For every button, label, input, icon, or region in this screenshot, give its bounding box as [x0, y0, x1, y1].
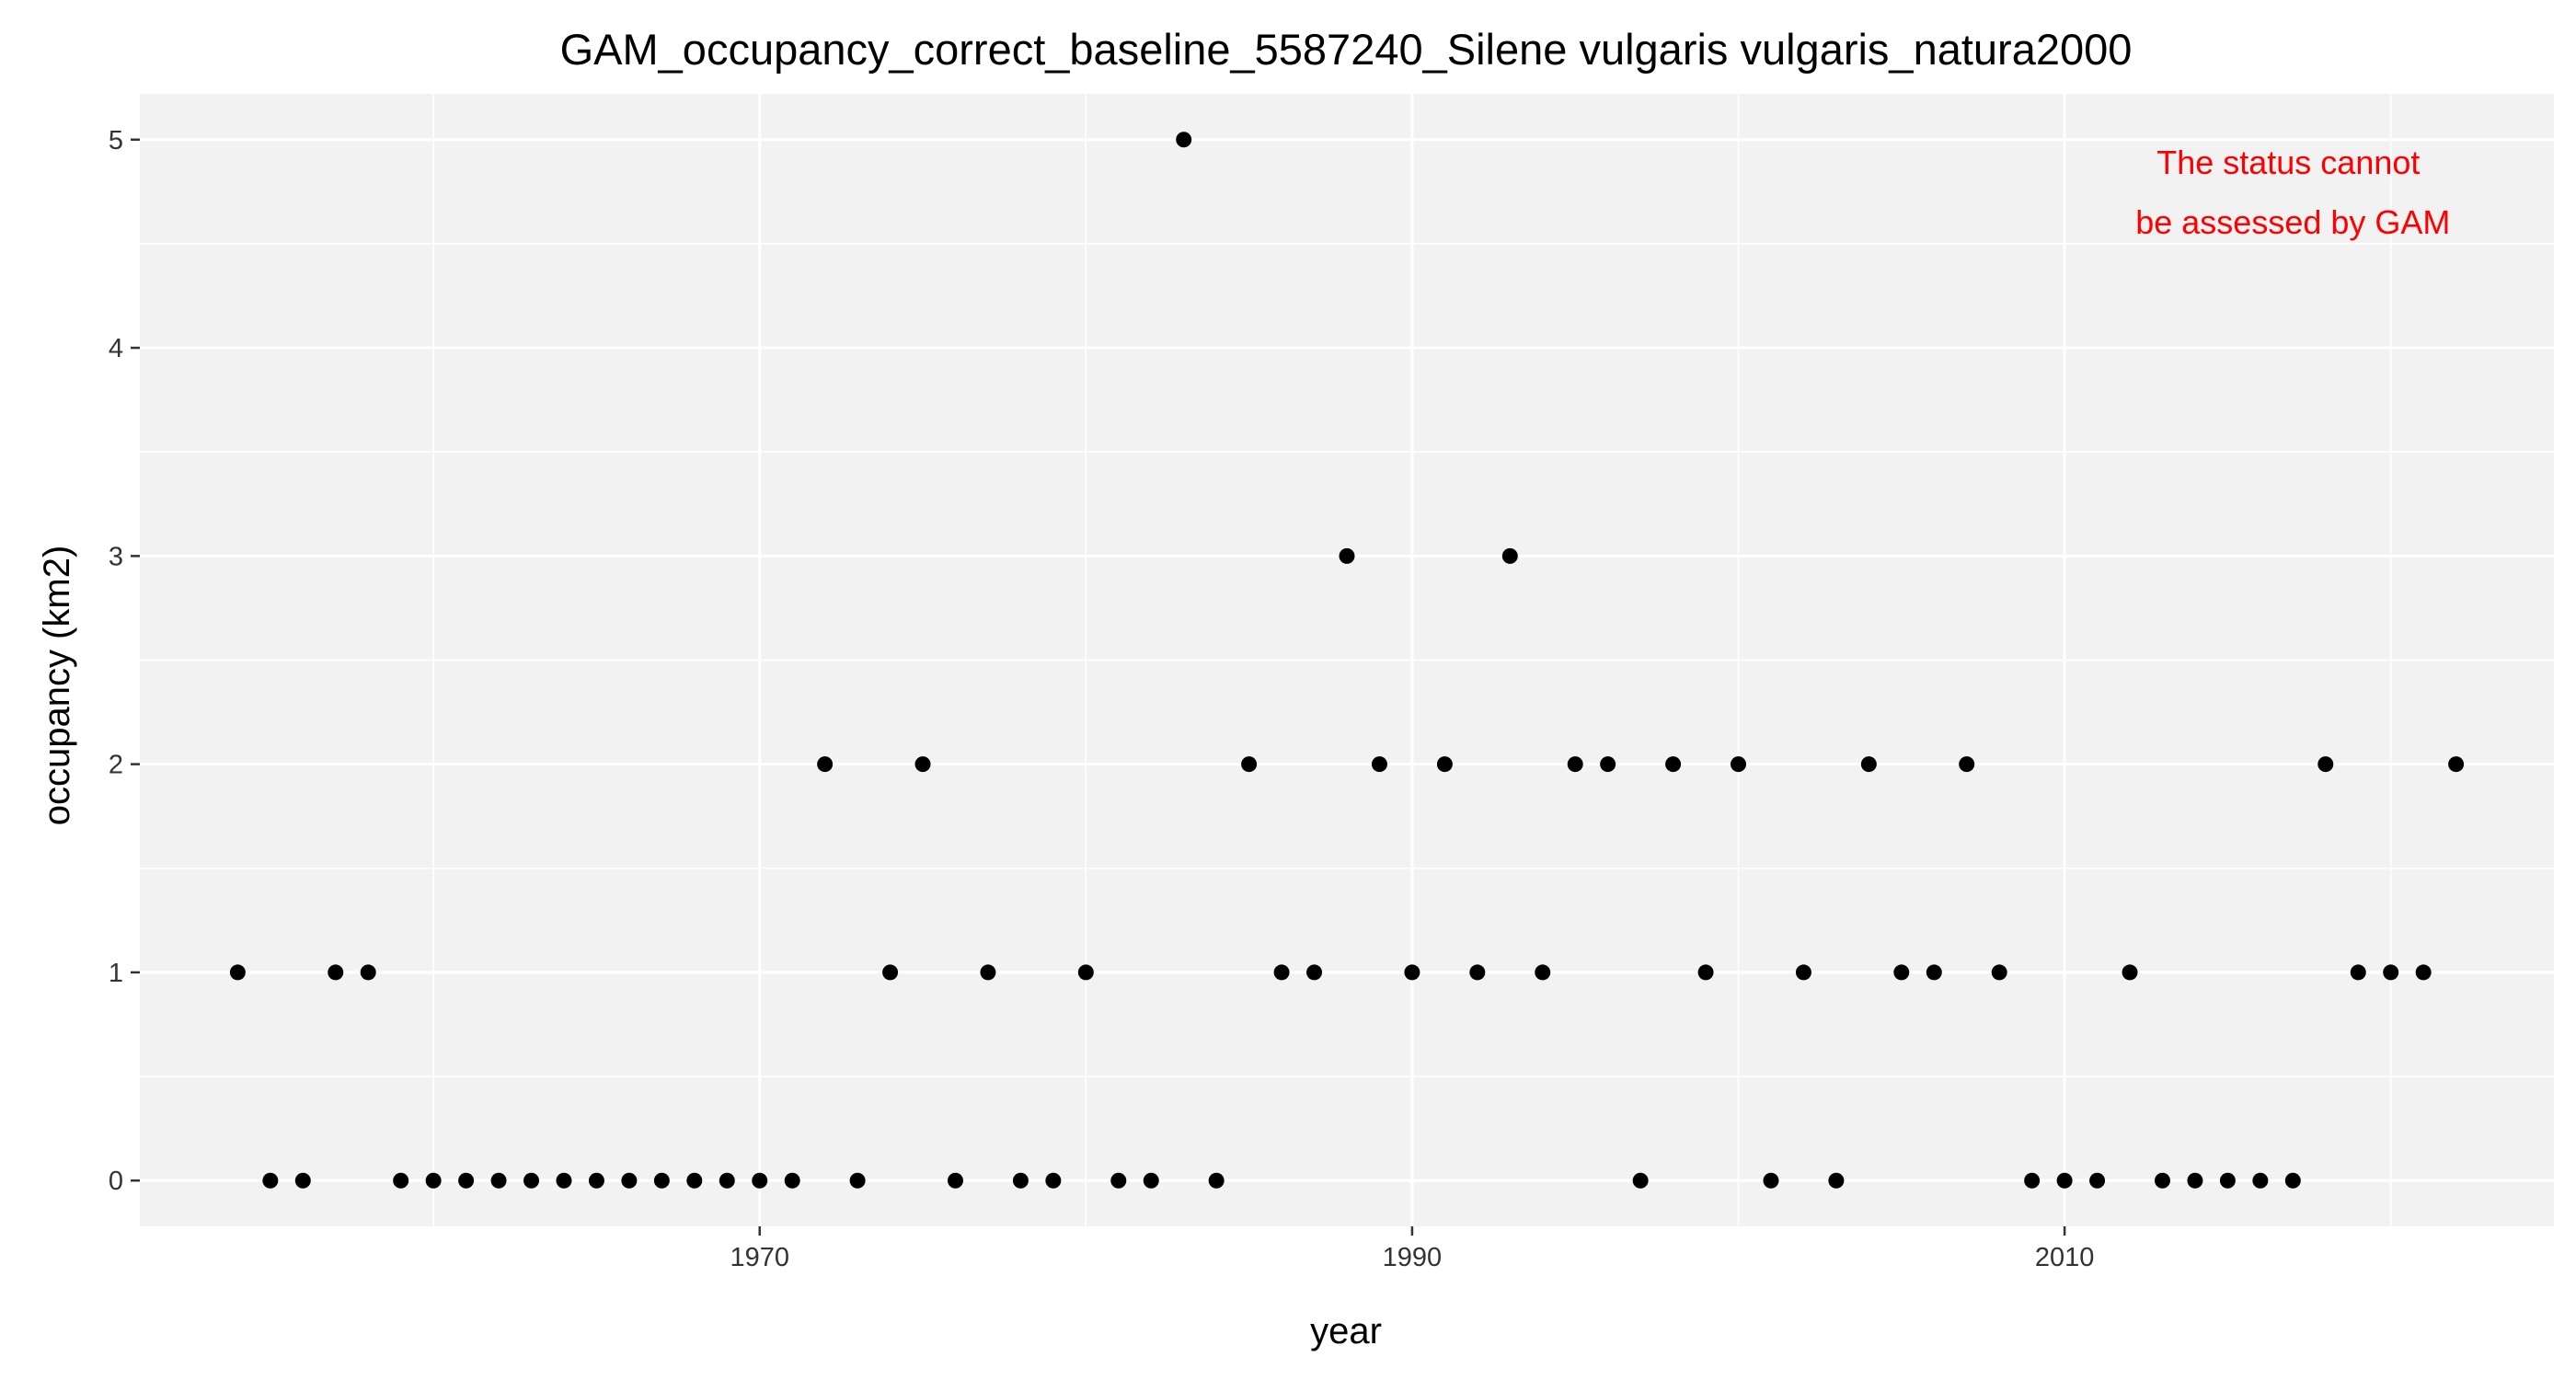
data-point [2317, 756, 2334, 773]
data-point [784, 1172, 800, 1189]
data-point [2448, 756, 2465, 773]
y-tick-label: 3 [109, 542, 123, 571]
data-point [2056, 1172, 2073, 1189]
data-point [1077, 964, 1094, 981]
data-point [686, 1172, 703, 1189]
data-point [1665, 756, 1682, 773]
data-point [2122, 964, 2138, 981]
data-point [490, 1172, 507, 1189]
data-point [1339, 547, 1355, 564]
data-point [1959, 756, 1975, 773]
chart-title: GAM_occupancy_correct_baseline_5587240_S… [560, 25, 2133, 74]
data-point [914, 756, 931, 773]
data-point [849, 1172, 866, 1189]
data-point [719, 1172, 735, 1189]
data-point [1632, 1172, 1649, 1189]
data-point [2024, 1172, 2041, 1189]
data-point [1893, 964, 1910, 981]
y-tick-label: 1 [109, 959, 123, 988]
data-point [2219, 1172, 2236, 1189]
data-point [1241, 756, 1258, 773]
data-point [653, 1172, 670, 1189]
y-axis: 0 1 2 3 4 5 [109, 126, 140, 1196]
data-point [262, 1172, 279, 1189]
y-tick-label: 4 [109, 334, 123, 363]
data-point [556, 1172, 572, 1189]
data-point [1045, 1172, 1062, 1189]
y-tick-label: 5 [109, 126, 123, 155]
data-point [2154, 1172, 2170, 1189]
data-point [752, 1172, 768, 1189]
x-tick-label: 2010 [2035, 1243, 2095, 1272]
data-point [1731, 756, 1747, 773]
data-point [2284, 1172, 2301, 1189]
y-tick-label: 2 [109, 751, 123, 780]
data-point [360, 964, 376, 981]
data-point [1306, 964, 1323, 981]
data-point [2187, 1172, 2203, 1189]
data-point [1208, 1172, 1225, 1189]
data-point [2383, 964, 2399, 981]
data-point [1600, 756, 1616, 773]
data-point [621, 1172, 638, 1189]
data-point [1469, 964, 1486, 981]
x-axis: 1970 1990 2010 [730, 1226, 2094, 1272]
data-point [458, 1172, 475, 1189]
data-point [328, 964, 344, 981]
data-point [1991, 964, 2007, 981]
data-point [1012, 1172, 1029, 1189]
data-point [1828, 1172, 1845, 1189]
grid-major [140, 94, 2554, 1226]
data-point [1926, 964, 1942, 981]
y-axis-title: occupancy (km2) [37, 546, 77, 826]
data-point [2350, 964, 2366, 981]
data-point [1860, 756, 1877, 773]
data-point [229, 964, 246, 981]
data-point [947, 1172, 963, 1189]
data-point [523, 1172, 540, 1189]
status-annotation: The status cannot be assessed by GAM [2135, 144, 2450, 241]
data-point [817, 756, 834, 773]
data-point [1273, 964, 1290, 981]
data-point [1535, 964, 1551, 981]
data-point [1795, 964, 1811, 981]
data-point [425, 1172, 442, 1189]
data-point [393, 1172, 409, 1189]
data-point [294, 1172, 311, 1189]
data-points [229, 132, 2465, 1189]
data-point [882, 964, 899, 981]
data-point [2252, 1172, 2269, 1189]
data-point [1404, 964, 1420, 981]
data-point [1697, 964, 1714, 981]
data-point [1501, 547, 1518, 564]
data-point [1371, 756, 1387, 773]
data-point [1436, 756, 1453, 773]
data-point [2415, 964, 2432, 981]
data-point [1763, 1172, 1779, 1189]
x-tick-label: 1970 [730, 1243, 789, 1272]
y-tick-label: 0 [109, 1167, 123, 1196]
grid-minor [140, 94, 2554, 1226]
data-point [1143, 1172, 1159, 1189]
data-point [1176, 132, 1192, 148]
x-axis-title: year [1310, 1311, 1382, 1351]
annotation-line-2: be assessed by GAM [2135, 203, 2450, 241]
data-point [980, 964, 996, 981]
data-point [1110, 1172, 1127, 1189]
data-point [2089, 1172, 2106, 1189]
data-point [1567, 756, 1583, 773]
x-tick-label: 1990 [1383, 1243, 1443, 1272]
data-point [588, 1172, 604, 1189]
annotation-line-1: The status cannot [2156, 144, 2420, 181]
